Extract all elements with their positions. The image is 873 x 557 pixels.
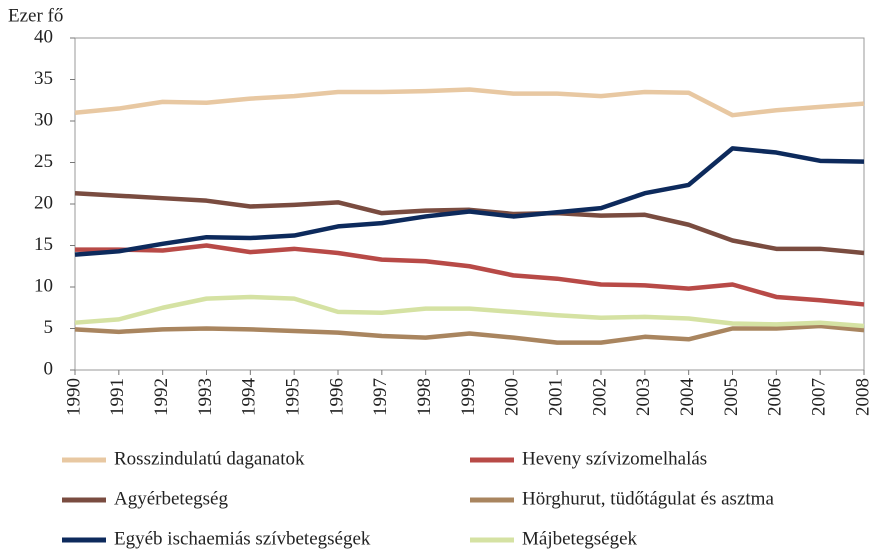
x-tick-label: 1992	[151, 378, 172, 416]
series-line	[74, 190, 865, 256]
y-tick-label: 20	[34, 192, 53, 213]
legend-label: Májbetegségek	[522, 528, 638, 549]
x-tick-label: 2007	[809, 378, 830, 416]
y-tick-label: 5	[44, 317, 54, 338]
legend-label: Egyéb ischaemiás szívbetegségek	[114, 528, 371, 549]
legend-label: Hörghurut, tüdőtágulat és asztma	[522, 488, 774, 509]
x-tick-label: 1991	[107, 378, 128, 416]
x-tick-label: 1990	[63, 378, 84, 416]
x-tick-label: 1998	[414, 378, 435, 416]
x-tick-label: 2003	[633, 378, 654, 416]
x-tick-label: 2008	[852, 378, 873, 416]
legend-label: Heveny szívizomelhalás	[522, 448, 707, 469]
x-tick-label: 2004	[677, 378, 698, 417]
y-tick-label: 10	[34, 275, 53, 296]
x-tick-label: 1994	[239, 378, 260, 417]
x-tick-label: 1999	[458, 378, 479, 416]
y-tick-label: 35	[34, 68, 53, 89]
x-tick-label: 2006	[765, 378, 786, 416]
y-tick-label: 15	[34, 234, 53, 255]
x-tick-label: 1995	[283, 378, 304, 416]
series-line	[75, 243, 865, 307]
x-tick-label: 2001	[546, 378, 567, 416]
x-tick-label: 2000	[502, 378, 523, 416]
x-tick-label: 2002	[589, 378, 610, 416]
legend-label: Rosszindulatú daganatok	[114, 448, 305, 469]
y-axis-label: Ezer fő	[8, 5, 63, 26]
series-line	[74, 87, 865, 118]
y-tick-label: 40	[34, 26, 53, 47]
y-tick-label: 30	[34, 109, 53, 130]
x-tick-label: 1996	[326, 378, 347, 416]
legend-label: Agyérbetegség	[114, 488, 228, 509]
x-tick-label: 1993	[195, 378, 216, 416]
x-tick-label: 2005	[721, 378, 742, 416]
y-tick-label: 0	[44, 358, 54, 379]
y-tick-label: 25	[34, 151, 53, 172]
series-line	[74, 294, 865, 329]
series-line	[74, 146, 865, 257]
x-tick-label: 1997	[370, 378, 391, 416]
series-line	[74, 323, 865, 345]
